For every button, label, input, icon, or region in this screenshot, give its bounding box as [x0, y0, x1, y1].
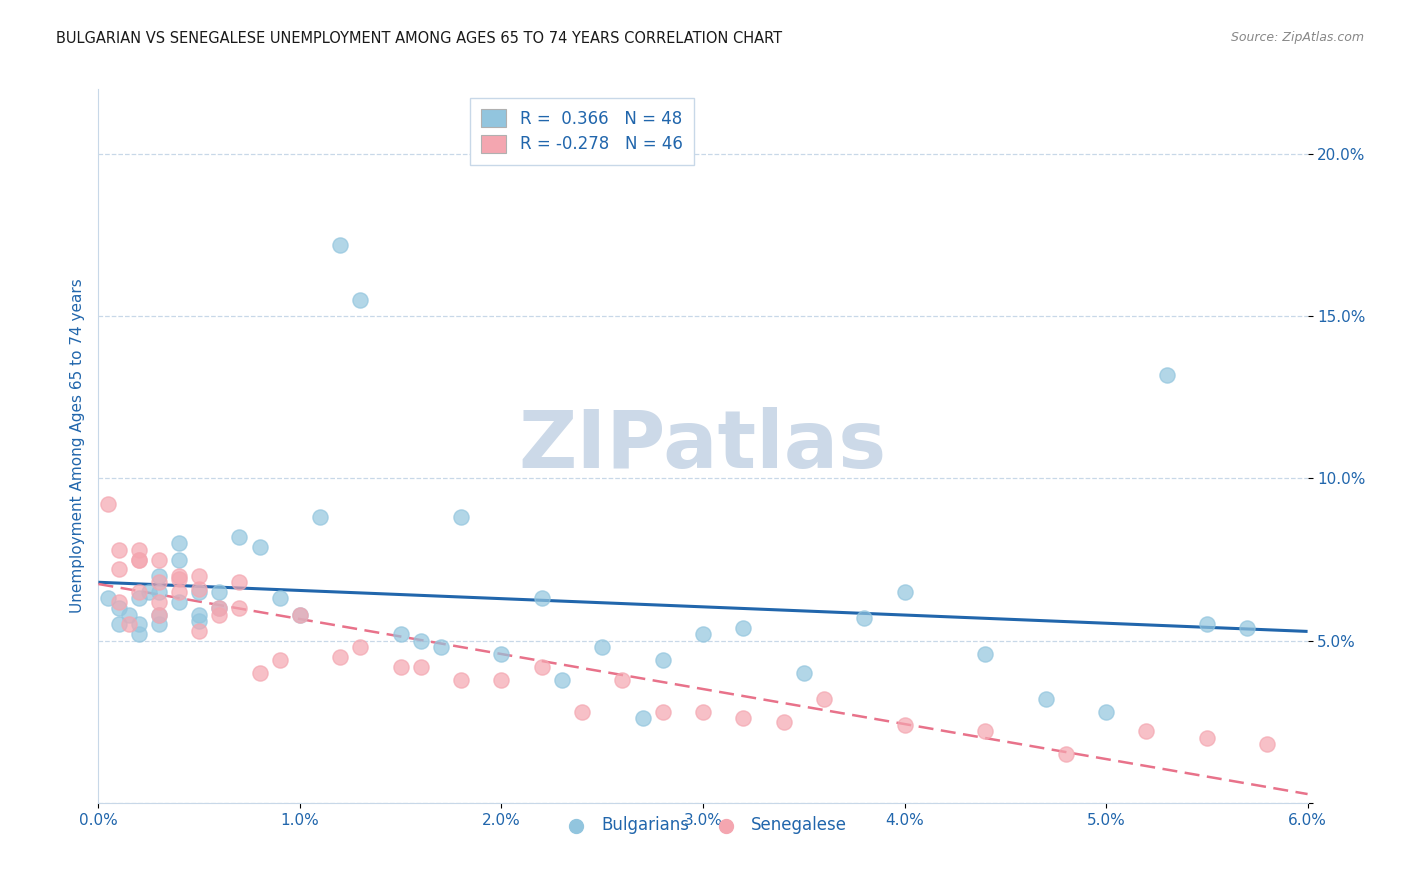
Point — [288, 607, 311, 622]
Point — [450, 510, 472, 524]
Point — [409, 633, 432, 648]
Point — [148, 575, 170, 590]
Point — [107, 562, 129, 576]
Point — [491, 673, 513, 687]
Point — [309, 510, 332, 524]
Point — [1095, 705, 1118, 719]
Point — [128, 591, 150, 606]
Point — [107, 542, 129, 557]
Point — [148, 568, 170, 582]
Point — [148, 595, 170, 609]
Point — [1236, 621, 1258, 635]
Point — [813, 692, 835, 706]
Point — [853, 611, 876, 625]
Point — [974, 724, 997, 739]
Point — [167, 568, 190, 582]
Point — [107, 595, 129, 609]
Point — [692, 705, 714, 719]
Point — [692, 627, 714, 641]
Point — [148, 552, 170, 566]
Point — [1195, 617, 1218, 632]
Point — [1035, 692, 1057, 706]
Point — [651, 653, 673, 667]
Point — [349, 640, 371, 654]
Legend: Bulgarians, Senegalese: Bulgarians, Senegalese — [553, 810, 853, 841]
Point — [188, 568, 211, 582]
Point — [530, 659, 553, 673]
Y-axis label: Unemployment Among Ages 65 to 74 years: Unemployment Among Ages 65 to 74 years — [69, 278, 84, 614]
Point — [1195, 731, 1218, 745]
Point — [208, 607, 231, 622]
Point — [167, 536, 190, 550]
Point — [409, 659, 432, 673]
Point — [97, 591, 120, 606]
Point — [128, 542, 150, 557]
Point — [148, 585, 170, 599]
Point — [188, 614, 211, 628]
Point — [772, 714, 794, 729]
Point — [571, 705, 593, 719]
Point — [612, 673, 634, 687]
Point — [188, 624, 211, 638]
Point — [269, 653, 291, 667]
Point — [208, 601, 231, 615]
Point — [228, 575, 250, 590]
Point — [1135, 724, 1157, 739]
Point — [329, 649, 352, 664]
Point — [148, 607, 170, 622]
Point — [1156, 368, 1178, 382]
Point — [138, 585, 160, 599]
Point — [228, 601, 250, 615]
Point — [228, 530, 250, 544]
Point — [974, 647, 997, 661]
Point — [128, 552, 150, 566]
Point — [551, 673, 574, 687]
Point — [793, 666, 815, 681]
Point — [893, 585, 915, 599]
Point — [148, 607, 170, 622]
Point — [249, 540, 271, 554]
Point — [167, 572, 190, 586]
Point — [188, 582, 211, 596]
Point — [450, 673, 472, 687]
Point — [430, 640, 453, 654]
Point — [389, 659, 412, 673]
Text: BULGARIAN VS SENEGALESE UNEMPLOYMENT AMONG AGES 65 TO 74 YEARS CORRELATION CHART: BULGARIAN VS SENEGALESE UNEMPLOYMENT AMO… — [56, 31, 782, 46]
Point — [530, 591, 553, 606]
Point — [349, 293, 371, 307]
Point — [118, 607, 141, 622]
Point — [118, 617, 141, 632]
Text: ZIPatlas: ZIPatlas — [519, 407, 887, 485]
Point — [1256, 738, 1278, 752]
Point — [167, 552, 190, 566]
Point — [148, 617, 170, 632]
Point — [107, 601, 129, 615]
Point — [1054, 747, 1077, 761]
Point — [208, 601, 231, 615]
Point — [491, 647, 513, 661]
Point — [188, 585, 211, 599]
Point — [249, 666, 271, 681]
Point — [631, 711, 654, 725]
Point — [591, 640, 613, 654]
Point — [128, 585, 150, 599]
Point — [288, 607, 311, 622]
Point — [128, 617, 150, 632]
Point — [97, 497, 120, 511]
Point — [167, 585, 190, 599]
Point — [208, 585, 231, 599]
Point — [651, 705, 673, 719]
Point — [329, 238, 352, 252]
Point — [733, 711, 755, 725]
Point — [269, 591, 291, 606]
Point — [128, 627, 150, 641]
Point — [188, 607, 211, 622]
Point — [733, 621, 755, 635]
Point — [128, 552, 150, 566]
Point — [167, 595, 190, 609]
Point — [107, 617, 129, 632]
Point — [389, 627, 412, 641]
Point — [893, 718, 915, 732]
Text: Source: ZipAtlas.com: Source: ZipAtlas.com — [1230, 31, 1364, 45]
